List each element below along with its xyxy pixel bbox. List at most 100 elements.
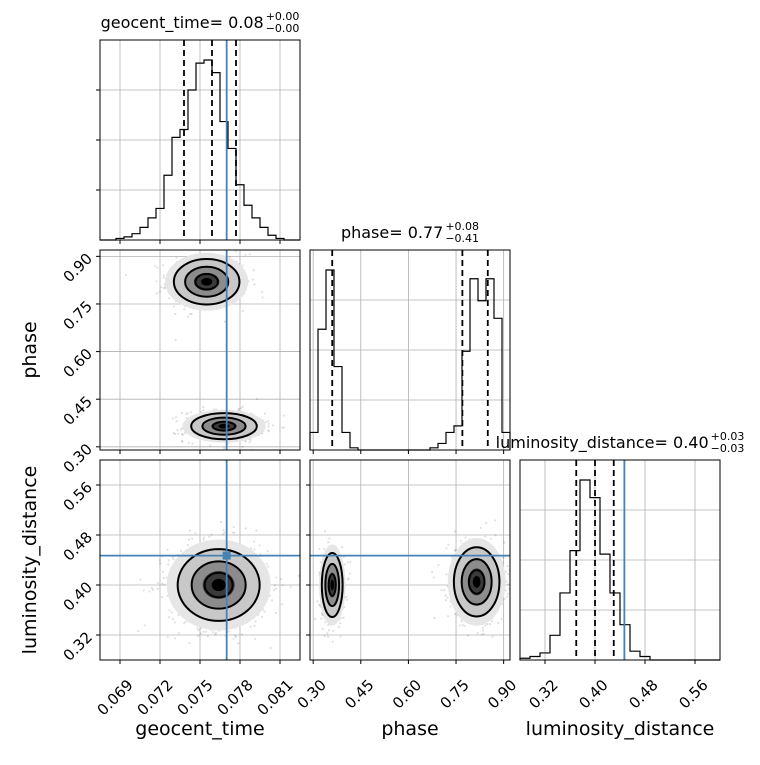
- panel-contents: [137, 520, 300, 650]
- scatter-point: [184, 620, 187, 623]
- ytick-label: 0.45: [60, 392, 96, 428]
- scatter-point: [321, 627, 324, 630]
- scatter-point: [447, 615, 450, 618]
- scatter-point: [275, 576, 278, 579]
- title-minus: −0.03: [711, 442, 745, 455]
- scatter-point: [269, 646, 272, 650]
- scatter-point: [261, 296, 264, 299]
- x-axis-label: phase: [381, 718, 438, 740]
- scatter-point: [181, 433, 184, 436]
- scatter-point: [162, 264, 165, 267]
- scatter-point: [328, 537, 331, 540]
- joint-panel-phase-luminosity_distance: [306, 459, 511, 664]
- scatter-point: [180, 411, 184, 415]
- scatter-point: [490, 620, 493, 623]
- scatter-point: [273, 588, 276, 592]
- scatter-point: [166, 548, 169, 551]
- scatter-point: [155, 280, 158, 283]
- scatter-point: [283, 414, 286, 417]
- scatter-point: [175, 420, 178, 423]
- scatter-point: [163, 286, 166, 289]
- contour-0: [194, 272, 219, 291]
- scatter-point: [260, 615, 264, 619]
- scatter-point: [186, 412, 189, 415]
- xtick-label: 0.081: [254, 676, 297, 719]
- scatter-point: [219, 520, 223, 524]
- contour-0: [203, 571, 234, 599]
- scatter-point: [460, 620, 463, 623]
- scatter-point: [208, 535, 211, 538]
- scatter-point: [206, 635, 209, 638]
- scatter-point: [240, 633, 244, 636]
- scatter-point: [261, 290, 264, 294]
- scatter-point: [267, 425, 270, 428]
- panel-frame: [309, 249, 511, 451]
- title-value: = 0.08: [210, 13, 264, 32]
- scatter-point: [317, 603, 321, 606]
- scatter-point: [267, 430, 271, 433]
- scatter-point: [162, 276, 165, 279]
- scatter-point: [254, 620, 257, 623]
- scatter-point: [345, 598, 349, 602]
- scatter-point: [223, 446, 226, 450]
- scatter-point: [485, 623, 489, 626]
- ticks: [312, 450, 505, 454]
- contour-1: [324, 562, 341, 608]
- scatter-point: [348, 572, 351, 575]
- scatter-point: [266, 429, 270, 432]
- title-plus: +0.03: [711, 430, 745, 443]
- scatter-point: [163, 287, 166, 290]
- histogram-phase: [309, 269, 511, 451]
- scatter-point: [189, 411, 193, 414]
- scatter-point: [189, 312, 192, 316]
- scatter-point: [241, 264, 244, 267]
- scatter-point: [323, 530, 327, 533]
- hist-panel-phase: phase = 0.77 +0.08−0.41: [309, 220, 511, 454]
- scatter-point: [463, 624, 466, 628]
- scatter-point: [314, 617, 317, 621]
- scatter-point: [345, 595, 348, 599]
- gridlines: [100, 40, 300, 240]
- title-median: 0.40: [673, 433, 709, 452]
- scatter-point: [209, 444, 212, 447]
- gridlines: [520, 460, 720, 660]
- hist-panel-luminosity_distance: luminosity_distance = 0.40 +0.03−0.03: [496, 430, 745, 664]
- scatter-point: [316, 600, 319, 603]
- y-axis-label: luminosity_distance: [19, 466, 41, 655]
- scatter-point: [342, 616, 345, 619]
- scatter-point: [223, 531, 226, 534]
- scatter-point: [194, 532, 197, 535]
- scatter-point: [327, 541, 330, 544]
- ticks: [96, 255, 281, 454]
- scatter-point: [234, 634, 237, 637]
- density-level-4: [201, 277, 213, 286]
- density-level-4: [218, 423, 230, 429]
- scatter-point: [324, 621, 327, 624]
- scatter-point: [160, 286, 163, 289]
- scatter-point: [154, 264, 157, 268]
- xtick-label: 0.30: [294, 676, 330, 712]
- scatter-point: [157, 581, 160, 585]
- hist-panel-geocent_time: geocent_time = 0.08 +0.00−0.00: [96, 10, 301, 244]
- scatter-point: [493, 519, 497, 522]
- scatter-point: [331, 640, 334, 643]
- scatter-point: [318, 547, 321, 550]
- scatter-point: [273, 584, 277, 587]
- scatter-point: [167, 559, 170, 562]
- scatter-point: [507, 583, 510, 586]
- scatter-point: [253, 624, 256, 628]
- scatter-point: [445, 547, 448, 550]
- scatter-point: [186, 543, 189, 547]
- scatter-point: [244, 253, 247, 256]
- contour-0: [211, 420, 237, 432]
- ytick-label: 0.32: [60, 628, 96, 664]
- title-label: geocent_time: [101, 13, 210, 33]
- contour-1: [460, 558, 493, 606]
- contour-2: [176, 548, 261, 622]
- scatter-point: [272, 424, 275, 427]
- density-level-4: [472, 575, 481, 588]
- ytick-label: 0.48: [60, 528, 96, 564]
- scatter-point: [339, 622, 342, 625]
- ytick-label: 0.60: [60, 345, 96, 381]
- scatter-point: [482, 632, 486, 635]
